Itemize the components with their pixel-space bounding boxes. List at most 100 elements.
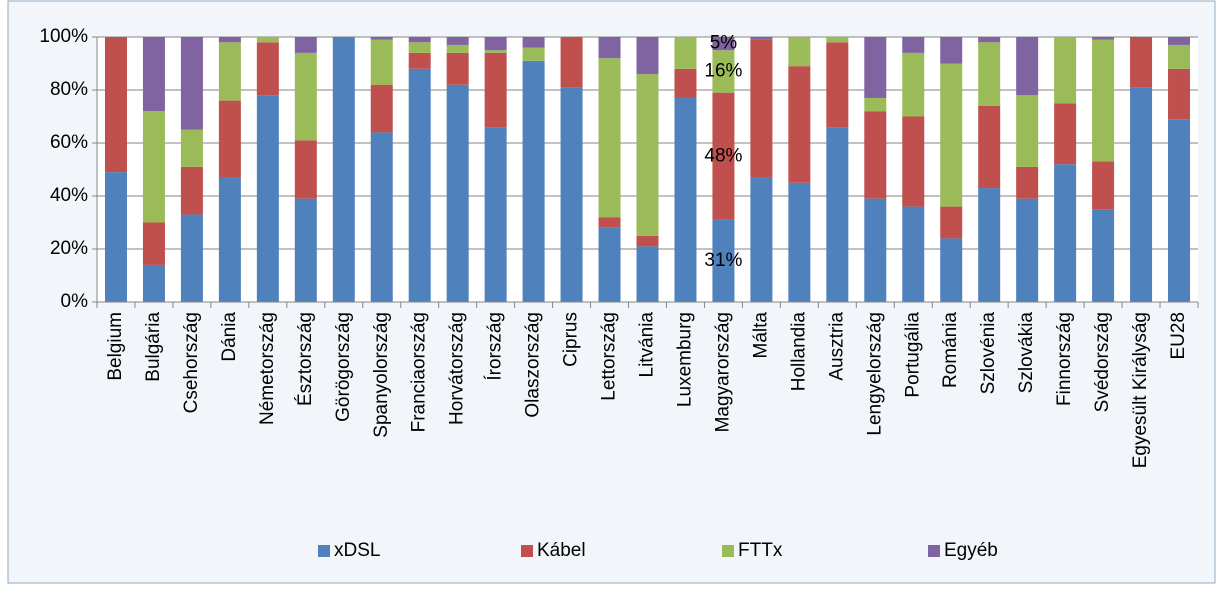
bar-segment	[978, 37, 1001, 43]
x-tick-label: Görögország	[333, 312, 354, 422]
bar-segment	[446, 52, 469, 85]
bar-segment	[864, 198, 887, 302]
bar-segment	[256, 42, 279, 96]
bar-segment	[218, 100, 241, 178]
bar-segment	[864, 97, 887, 112]
bar-segment	[750, 37, 773, 40]
bar-segment	[408, 42, 431, 53]
bar-segment	[598, 58, 621, 218]
bar-segment	[484, 127, 507, 302]
bar-segment	[1168, 68, 1191, 120]
y-tick-label: 100%	[39, 26, 88, 47]
data-label: 16%	[704, 60, 742, 81]
legend-label: Egyéb	[944, 540, 998, 561]
bar-segment	[180, 166, 203, 215]
bar-segment	[256, 95, 279, 302]
bar-segment	[1016, 198, 1039, 302]
data-label: 31%	[704, 250, 742, 271]
bar-segment	[902, 206, 925, 302]
bar-segment	[218, 177, 241, 302]
bar-segment	[978, 188, 1001, 302]
bar-segment	[484, 37, 507, 51]
bar-segment	[978, 105, 1001, 189]
bar-segment	[902, 37, 925, 53]
x-tick-label: Németország	[257, 312, 278, 425]
bar-segment	[1168, 37, 1191, 45]
bar-segment	[788, 66, 811, 183]
x-tick-label: Szlovákia	[1016, 312, 1037, 394]
legend-label: xDSL	[334, 540, 380, 561]
bar-segment	[408, 52, 431, 69]
x-tick-label: Málta	[750, 312, 771, 359]
x-tick-label: Észtország	[295, 312, 316, 406]
bar-segment	[788, 182, 811, 302]
x-tick-label: Belgium	[105, 312, 126, 381]
bar-segment	[636, 246, 659, 302]
bar-segment	[522, 47, 545, 61]
y-tick-label: 40%	[50, 185, 88, 206]
bar-segment	[104, 37, 127, 173]
x-tick-label: Litvánia	[637, 312, 658, 378]
bar-segment	[1016, 95, 1039, 167]
bar-segment	[940, 206, 963, 239]
x-tick-label: Portugália	[902, 312, 923, 398]
bar-segment	[408, 68, 431, 302]
x-tick-label: Bulgária	[143, 312, 164, 382]
bar-segment	[142, 264, 165, 302]
legend-label: Kábel	[537, 540, 586, 561]
bar-segment	[1130, 87, 1153, 302]
bar-segment	[712, 92, 735, 220]
bar-segment	[1168, 44, 1191, 69]
bar-segment	[142, 111, 165, 223]
bar-segment	[712, 37, 735, 51]
bar-segment	[408, 37, 431, 43]
legend-swatch	[928, 545, 940, 557]
bar-segment	[218, 37, 241, 43]
bar-segment	[636, 235, 659, 247]
bar-segment	[180, 129, 203, 167]
x-tick-label: Spanyolország	[371, 312, 392, 438]
bar-segment	[1054, 37, 1077, 104]
x-tick-label: Lengyelország	[864, 312, 885, 436]
bar-segment	[978, 42, 1001, 106]
bar-segment	[1016, 37, 1039, 96]
bar-segment	[636, 74, 659, 236]
bar-segment	[864, 37, 887, 98]
bar-segment	[294, 37, 317, 53]
y-tick-label: 60%	[50, 132, 88, 153]
bar-segment	[598, 37, 621, 59]
bar-segment	[332, 37, 355, 302]
bar-segment	[826, 127, 849, 302]
bar-segment	[750, 177, 773, 302]
bar-segment	[180, 214, 203, 302]
data-label: 48%	[704, 145, 742, 166]
bar-segment	[446, 37, 469, 45]
bar-segment	[826, 37, 849, 43]
x-tick-label: Olaszország	[523, 312, 544, 418]
bar-segment	[522, 37, 545, 48]
x-tick-label: Írország	[485, 312, 506, 381]
bar-segment	[864, 111, 887, 199]
bar-segment	[1092, 37, 1115, 40]
x-tick-label: Ausztria	[826, 312, 847, 381]
bar-segment	[902, 116, 925, 207]
x-tick-label: Finnország	[1054, 312, 1075, 406]
bar-segment	[522, 60, 545, 302]
bar-segment	[180, 37, 203, 130]
x-tick-label: Horvátország	[447, 312, 468, 425]
bar-segment	[1092, 209, 1115, 302]
bar-segment	[142, 222, 165, 265]
bar-segment	[370, 84, 393, 133]
bar-segment	[750, 39, 773, 178]
bar-segment	[1054, 103, 1077, 165]
bar-segment	[1130, 37, 1153, 88]
x-tick-label: EU28	[1168, 312, 1189, 360]
bar-segment	[484, 52, 507, 128]
bar-segment	[294, 52, 317, 141]
legend-label: FTTx	[738, 540, 783, 561]
x-tick-label: Luxemburg	[674, 312, 695, 407]
bar-segment	[560, 87, 583, 302]
bar-segment	[1092, 39, 1115, 162]
bar-segment	[1092, 161, 1115, 210]
